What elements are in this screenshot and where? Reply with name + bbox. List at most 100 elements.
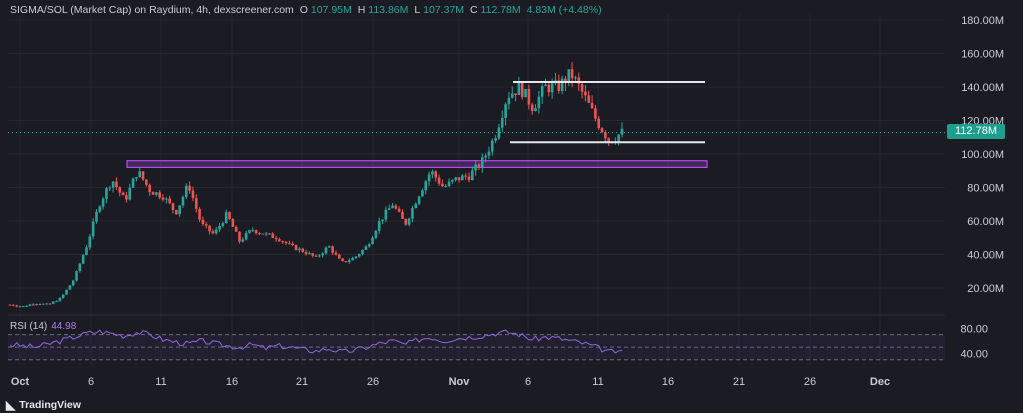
candle-body <box>248 230 251 233</box>
candle-body <box>520 82 524 98</box>
last-price-tag: 112.78M <box>947 124 1005 139</box>
candle-body <box>211 231 215 234</box>
candle-body <box>234 226 238 232</box>
tradingview-logo[interactable]: ◣ TradingView <box>6 398 81 412</box>
candle-body <box>148 184 151 193</box>
candle-body <box>354 256 358 259</box>
candle-body <box>597 118 601 129</box>
candle-body <box>224 212 228 224</box>
candle-body <box>471 170 474 181</box>
candle-body <box>51 301 55 304</box>
time-tick-label: Oct <box>11 376 30 388</box>
candle-body <box>181 196 185 206</box>
high-label: H <box>357 4 366 16</box>
candle-body <box>314 255 318 257</box>
candle-body <box>244 232 248 240</box>
candle-body <box>447 181 451 187</box>
candle-body <box>291 243 295 246</box>
grid <box>8 14 945 365</box>
candle-body <box>590 102 594 109</box>
candle-body <box>341 258 344 262</box>
time-tick-label: Dec <box>870 376 890 388</box>
candle-body <box>35 303 38 305</box>
candle-body <box>191 190 195 199</box>
price-levels <box>510 80 705 144</box>
time-tick-label: Nov <box>449 376 471 388</box>
candle-body <box>284 241 288 244</box>
candle-body <box>81 255 85 264</box>
change-value: 4.83M (+4.48%) <box>526 4 602 16</box>
candle-body <box>477 164 481 168</box>
candle-body <box>61 294 65 298</box>
candle-body <box>268 233 271 235</box>
candles <box>8 61 624 308</box>
low-value: 107.37M <box>423 4 465 16</box>
rsi-line <box>9 329 623 354</box>
rsi-value: 44.98 <box>51 321 77 332</box>
rsi-panel <box>8 314 945 361</box>
candle-body <box>165 198 168 200</box>
candle-body <box>55 301 58 303</box>
candle-body <box>371 237 374 245</box>
candle-body <box>65 289 68 295</box>
candle-body <box>517 82 521 96</box>
candle-body <box>115 181 118 188</box>
candle-body <box>490 140 494 152</box>
price-tick-label: 180.00M <box>961 15 1004 27</box>
candle-body <box>457 177 461 181</box>
candle-body <box>221 223 225 226</box>
candle-body <box>78 263 82 271</box>
candle-body <box>22 305 25 307</box>
candle-body <box>540 86 544 97</box>
candle-body <box>544 84 547 87</box>
candle-body <box>454 177 457 180</box>
candle-body <box>274 237 278 240</box>
candle-body <box>387 208 391 210</box>
rsi-label: RSI (14) <box>10 321 48 332</box>
low-label: L <box>414 4 421 16</box>
candle-body <box>145 179 148 185</box>
candle-body <box>28 304 32 306</box>
candle-body <box>101 198 105 207</box>
candle-body <box>45 303 48 305</box>
candle-body <box>95 211 98 222</box>
candle-body <box>105 188 108 199</box>
candle-body <box>567 69 571 84</box>
candle-body <box>231 219 235 227</box>
high-value: 113.86M <box>368 4 409 16</box>
candle-body <box>421 190 424 197</box>
candle-body <box>158 192 161 198</box>
candle-body <box>474 164 477 171</box>
time-axis[interactable]: Oct 6 11 16 21 26 Nov 6 11 16 21 26 Dec <box>11 376 890 388</box>
candle-body <box>570 69 574 79</box>
candle-body <box>431 171 434 175</box>
candle-body <box>484 155 487 158</box>
candle-body <box>397 208 401 212</box>
candle-body <box>175 209 178 215</box>
candle-body <box>607 138 610 142</box>
close-label: C <box>469 4 478 16</box>
candle-body <box>361 249 364 255</box>
candle-body <box>351 258 354 261</box>
time-tick-label: 16 <box>662 376 674 388</box>
tradingview-logo-text: TradingView <box>19 399 81 411</box>
candle-body <box>194 198 198 209</box>
candle-body <box>204 224 208 226</box>
candle-body <box>391 205 394 209</box>
candle-body <box>530 104 534 112</box>
candle-body <box>151 192 155 195</box>
time-tick-label: 11 <box>155 376 166 388</box>
tradingview-logo-icon: ◣ <box>6 398 16 412</box>
candle-body <box>481 157 484 168</box>
price-tick-label: 140.00M <box>961 82 1004 94</box>
time-tick-label: 26 <box>804 376 816 388</box>
time-tick-label: 6 <box>88 376 94 388</box>
candle-body <box>48 303 52 305</box>
candle-body <box>308 253 311 255</box>
candle-body <box>464 175 467 177</box>
resistance-zone <box>126 160 708 168</box>
candle-body <box>271 233 275 238</box>
candle-body <box>487 151 491 156</box>
price-tick-label: 80.00M <box>967 183 1004 195</box>
